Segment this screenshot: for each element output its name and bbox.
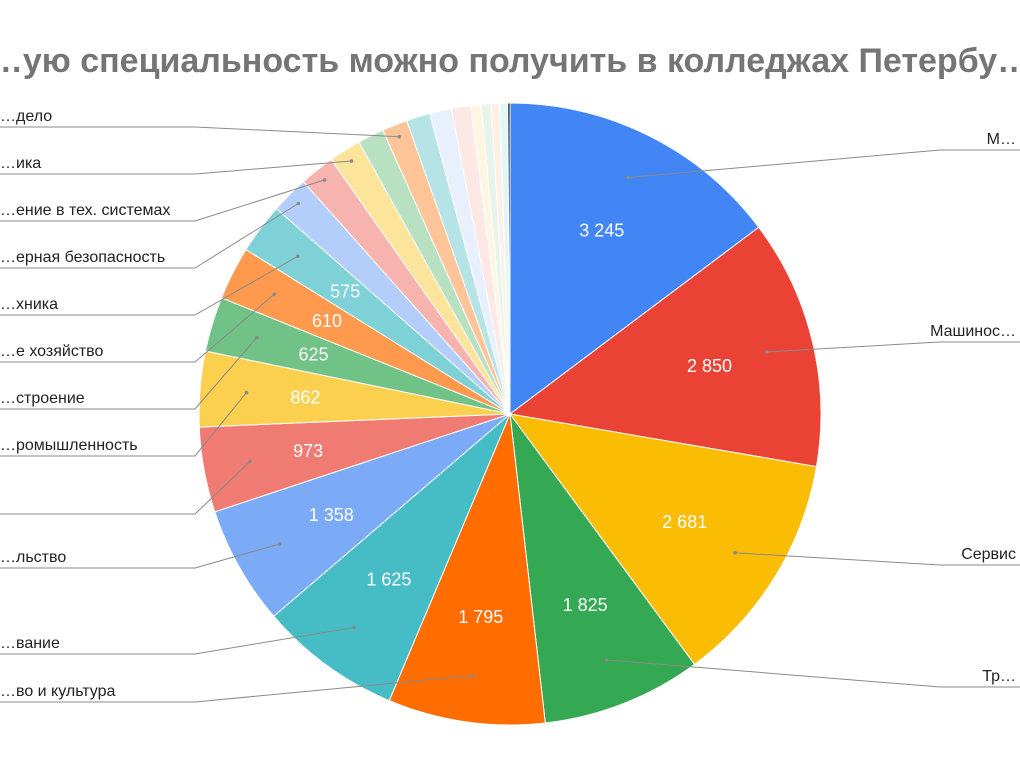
slice-value-label: 862: [290, 387, 320, 407]
slice-category-label: …ерная безопасность: [0, 249, 165, 266]
pie-slice: [388, 412, 546, 726]
slice-category-label: …ение в тех. системах: [0, 202, 170, 219]
leader-dot: [248, 459, 252, 464]
pie-slice: [508, 226, 822, 468]
leader-dot: [352, 625, 356, 630]
leader-lines: [0, 126, 1020, 703]
leader-dot: [604, 658, 609, 662]
leader-line: [0, 543, 280, 569]
slice-category-label: …дело: [0, 108, 52, 125]
leader-dot: [626, 175, 630, 180]
slice-category-label: …хника: [0, 296, 58, 313]
pie-slice: [509, 412, 696, 724]
slice-value-label: 2 850: [687, 356, 732, 376]
leader-dot: [244, 390, 249, 395]
slice-category-label: Тр…: [982, 668, 1016, 685]
leader-dot: [349, 159, 354, 163]
pie-slice: [273, 413, 511, 702]
leader-line: [0, 255, 299, 316]
chart-title: …ую специальность можно получить в колле…: [0, 42, 1020, 80]
leader-dot: [296, 201, 301, 206]
leader-dot: [296, 254, 300, 259]
leader-line: [0, 160, 352, 175]
value-labels: 3 245 2 850 2 681 1 825 1 795 1 625 1 358 973 86…: [290, 220, 732, 627]
slice-category-label: …льство: [0, 549, 66, 566]
leader-line: [0, 293, 275, 363]
pie-slice: [507, 102, 511, 415]
slice-value-label: 3 245: [579, 220, 624, 240]
leader-line: [0, 179, 325, 222]
leader-line: [734, 552, 1020, 566]
slice-value-label: 2 681: [662, 512, 707, 532]
category-labels: М… Машинос… Сервис Тр… …дело …ика …ение в тех.…: [0, 108, 1016, 700]
leader-line: [0, 126, 400, 138]
leader-dot: [765, 350, 769, 354]
leader-line: [628, 149, 1020, 178]
leader-dot: [272, 292, 277, 297]
slice-value-label: 1 825: [563, 595, 608, 615]
leader-line: [0, 337, 258, 410]
pie-slice: [214, 413, 511, 617]
pie-slice: [509, 102, 760, 416]
leader-line: [0, 203, 299, 269]
leader-dot: [278, 542, 282, 546]
slice-value-label: 973: [293, 441, 323, 461]
slice-category-label: …во и культура: [0, 683, 116, 700]
slice-value-label: 625: [298, 345, 328, 365]
slice-category-label: Машинос…: [930, 323, 1016, 340]
slice-category-label: Сервис: [961, 546, 1016, 563]
slice-category-label: …е хозяйство: [0, 343, 103, 360]
slice-category-label: …ромышленность: [0, 437, 138, 454]
leader-line: [0, 392, 247, 457]
leader-line: [0, 675, 473, 703]
leader-line: [0, 461, 251, 515]
leader-dot: [733, 551, 737, 555]
slice-category-label: …ика: [0, 155, 41, 172]
leader-line: [766, 341, 1020, 353]
slice-value-label: 575: [330, 282, 360, 302]
slice-category-label: …строение: [0, 390, 85, 407]
slice-value-label: 1 795: [458, 607, 503, 627]
slice-category-label: М…: [987, 131, 1016, 148]
leader-dot: [255, 335, 259, 340]
leader-line: [0, 627, 355, 655]
leader-line: [606, 659, 1020, 688]
leader-dot: [322, 178, 327, 182]
slice-category-label: …вание: [0, 635, 60, 652]
pie-slice: [508, 413, 818, 666]
slice-value-label: 1 625: [366, 570, 411, 590]
slice-value-label: 1 358: [309, 505, 354, 525]
leader-dot: [397, 134, 402, 139]
leader-dot: [470, 673, 475, 678]
slice-value-label: 610: [312, 311, 342, 331]
pie-slices: [198, 102, 822, 726]
